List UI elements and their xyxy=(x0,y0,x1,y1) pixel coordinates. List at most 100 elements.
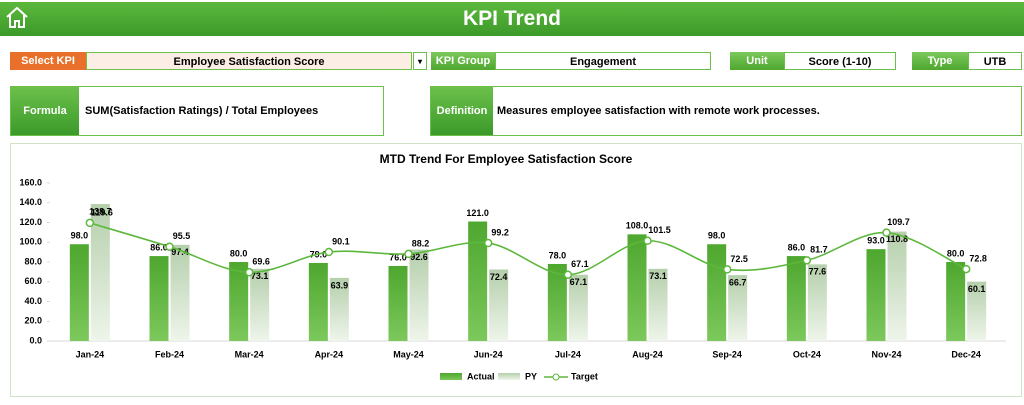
target-point xyxy=(483,238,493,248)
unit-label: Unit xyxy=(730,52,784,70)
target-point xyxy=(563,270,573,279)
target-point xyxy=(165,242,174,251)
py-bar xyxy=(648,268,668,341)
data-label: 108.0 xyxy=(626,221,649,231)
py-bar xyxy=(250,268,270,341)
data-label: 138.7 xyxy=(89,206,112,216)
data-label: 86.0 xyxy=(150,242,168,252)
x-tick-label: Jul-24 xyxy=(555,349,581,359)
y-tick-label: 60.0 xyxy=(24,276,42,286)
type-label: Type xyxy=(912,52,968,70)
y-tick-label: 140.0 xyxy=(19,197,42,207)
data-label: 95.5 xyxy=(173,231,191,241)
data-label: 78.0 xyxy=(549,250,567,260)
formula-label: Formula xyxy=(11,87,79,135)
data-label: 109.7 xyxy=(887,217,910,227)
data-label: 72.8 xyxy=(969,253,987,263)
data-label: 76.0 xyxy=(389,252,407,262)
x-tick-label: Mar-24 xyxy=(235,349,264,359)
actual-bar xyxy=(468,221,488,341)
x-tick-label: May-24 xyxy=(393,349,424,359)
chart: MTD Trend For Employee Satisfaction Scor… xyxy=(10,143,1022,397)
legend-label: Target xyxy=(571,371,598,381)
data-label: 97.4 xyxy=(171,247,189,257)
target-point xyxy=(643,236,652,246)
target-point xyxy=(324,247,334,257)
target-point xyxy=(961,264,971,274)
data-label: 66.7 xyxy=(729,278,747,288)
data-label: 98.0 xyxy=(708,231,726,241)
legend-swatch xyxy=(440,373,462,380)
dropdown-arrow[interactable]: ▾ xyxy=(413,52,427,70)
kpi-select[interactable]: Employee Satisfaction Score xyxy=(86,52,412,70)
data-label: 73.1 xyxy=(649,271,667,281)
data-label: 101.5 xyxy=(648,225,671,235)
actual-bar xyxy=(229,262,249,341)
target-line xyxy=(89,222,967,276)
py-bar xyxy=(728,275,748,341)
data-label: 72.5 xyxy=(730,254,748,264)
data-label: 63.9 xyxy=(331,280,349,290)
data-label: 80.0 xyxy=(230,248,248,258)
x-tick-label: Feb-24 xyxy=(155,349,184,359)
data-label: 81.7 xyxy=(810,245,828,255)
x-tick-label: Dec-24 xyxy=(951,349,981,359)
target-point xyxy=(802,256,812,265)
data-label: 93.0 xyxy=(867,236,885,246)
legend-label: Actual xyxy=(467,371,495,381)
py-bar xyxy=(568,274,588,341)
target-point xyxy=(404,249,413,259)
data-label: 110.8 xyxy=(886,234,908,244)
data-label: 92.6 xyxy=(410,252,428,262)
chart-title: MTD Trend For Employee Satisfaction Scor… xyxy=(380,152,633,166)
py-bar xyxy=(90,204,110,341)
x-tick-label: Aug-24 xyxy=(632,349,663,359)
definition-box: Definition Measures employee satisfactio… xyxy=(430,86,1022,136)
x-tick-label: Oct-24 xyxy=(793,349,821,359)
actual-bar xyxy=(388,265,408,341)
data-label: 80.0 xyxy=(947,248,965,258)
title: KPI Trend xyxy=(462,7,562,30)
py-bar xyxy=(967,281,987,341)
data-label: 77.6 xyxy=(809,267,827,277)
actual-bar xyxy=(149,256,169,341)
data-label: 121.0 xyxy=(466,208,489,218)
data-label: 72.4 xyxy=(490,272,508,282)
group-label: KPI Group xyxy=(431,52,495,70)
actual-bar xyxy=(308,262,328,341)
formula-box: Formula SUM(Satisfaction Ratings) / Tota… xyxy=(10,86,384,136)
data-label: 88.2 xyxy=(412,238,430,248)
py-bar xyxy=(170,244,190,341)
target-point xyxy=(85,218,95,228)
header: KPI Trend xyxy=(0,2,1024,36)
x-tick-label: Nov-24 xyxy=(871,349,901,359)
x-tick-label: Jan-24 xyxy=(76,349,105,359)
data-label: 73.1 xyxy=(251,271,269,281)
formula-value: SUM(Satisfaction Ratings) / Total Employ… xyxy=(85,105,319,117)
data-label: 98.0 xyxy=(71,231,89,241)
y-tick-label: 120.0 xyxy=(19,217,42,227)
data-label: 99.2 xyxy=(491,227,509,237)
data-label: 60.1 xyxy=(968,284,986,294)
py-bar xyxy=(887,231,907,341)
actual-bar xyxy=(627,234,647,341)
y-tick-label: 100.0 xyxy=(19,237,42,247)
py-bar xyxy=(329,277,349,341)
actual-bar xyxy=(69,244,89,341)
target-point xyxy=(244,268,254,277)
legend-label: PY xyxy=(525,371,537,381)
type-value: UTB xyxy=(968,52,1022,70)
legend-swatch xyxy=(498,373,520,380)
py-bar xyxy=(409,249,429,341)
legend-swatch xyxy=(552,373,560,381)
y-tick-label: 80.0 xyxy=(24,256,42,266)
actual-bar xyxy=(547,263,567,341)
actual-bar xyxy=(946,262,966,341)
home-icon[interactable] xyxy=(4,4,30,30)
actual-bar xyxy=(866,249,886,341)
unit-value: Score (1-10) xyxy=(784,52,896,70)
y-tick-label: 20.0 xyxy=(24,316,42,326)
kpi-label: Select KPI xyxy=(10,52,86,70)
py-bar xyxy=(807,264,827,341)
